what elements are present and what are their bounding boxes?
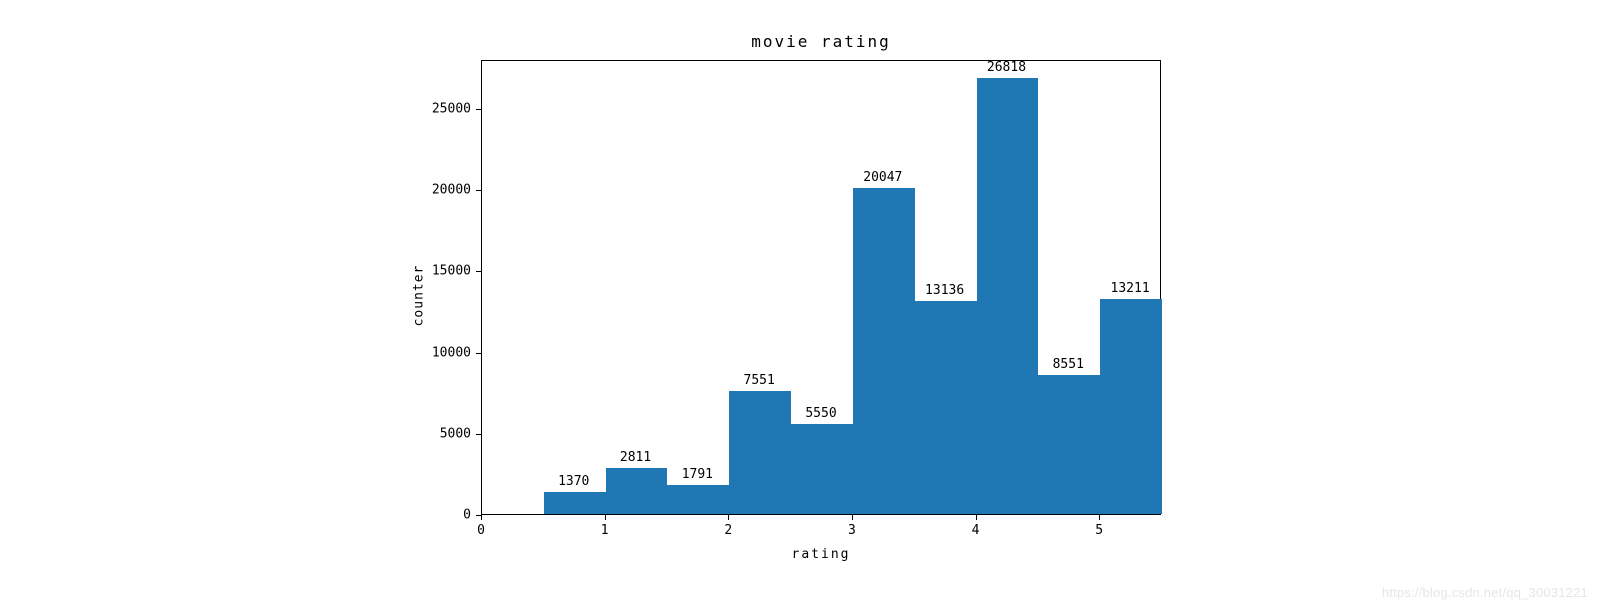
histogram-bar	[544, 492, 606, 514]
xtick-label: 2	[724, 523, 732, 538]
bar-value-label: 5550	[805, 406, 836, 421]
watermark-text: https://blog.csdn.net/qq_30031221	[1382, 585, 1588, 600]
histogram-bar	[977, 78, 1039, 514]
ytick-label: 20000	[432, 183, 471, 198]
xtick-label: 4	[972, 523, 980, 538]
bar-value-label: 13211	[1111, 281, 1150, 296]
chart-figure: movie rating rating counter 1370 2811 1791…	[401, 20, 1201, 580]
histogram-bar	[1038, 375, 1100, 514]
bar-value-label: 1791	[682, 467, 713, 482]
histogram-bar	[667, 485, 729, 514]
ytick-label: 25000	[432, 101, 471, 116]
xtick-mark	[728, 515, 729, 520]
xtick-label: 0	[477, 523, 485, 538]
bar-value-label: 26818	[987, 60, 1026, 75]
ytick-mark	[476, 353, 481, 354]
y-axis-label: counter	[412, 264, 427, 326]
ytick-mark	[476, 109, 481, 110]
bar-value-label: 20047	[863, 170, 902, 185]
ytick-label: 15000	[432, 264, 471, 279]
histogram-bar	[915, 301, 977, 514]
bar-value-label: 2811	[620, 450, 651, 465]
x-axis-label: rating	[792, 547, 851, 562]
histogram-bar	[1100, 299, 1162, 514]
histogram-bar	[853, 188, 915, 514]
histogram-bar	[729, 391, 791, 514]
chart-title: movie rating	[751, 32, 891, 51]
xtick-label: 1	[601, 523, 609, 538]
xtick-mark	[976, 515, 977, 520]
bar-value-label: 1370	[558, 474, 589, 489]
xtick-mark	[1099, 515, 1100, 520]
plot-area	[481, 60, 1161, 515]
ytick-label: 10000	[432, 345, 471, 360]
histogram-bar	[791, 424, 853, 514]
xtick-label: 3	[848, 523, 856, 538]
bar-value-label: 7551	[744, 373, 775, 388]
bar-value-label: 8551	[1053, 357, 1084, 372]
ytick-label: 5000	[440, 426, 471, 441]
ytick-label: 0	[463, 508, 471, 523]
xtick-mark	[852, 515, 853, 520]
xtick-mark	[605, 515, 606, 520]
histogram-bar	[606, 468, 668, 514]
ytick-mark	[476, 434, 481, 435]
xtick-label: 5	[1095, 523, 1103, 538]
ytick-mark	[476, 190, 481, 191]
ytick-mark	[476, 271, 481, 272]
xtick-mark	[481, 515, 482, 520]
bar-value-label: 13136	[925, 283, 964, 298]
